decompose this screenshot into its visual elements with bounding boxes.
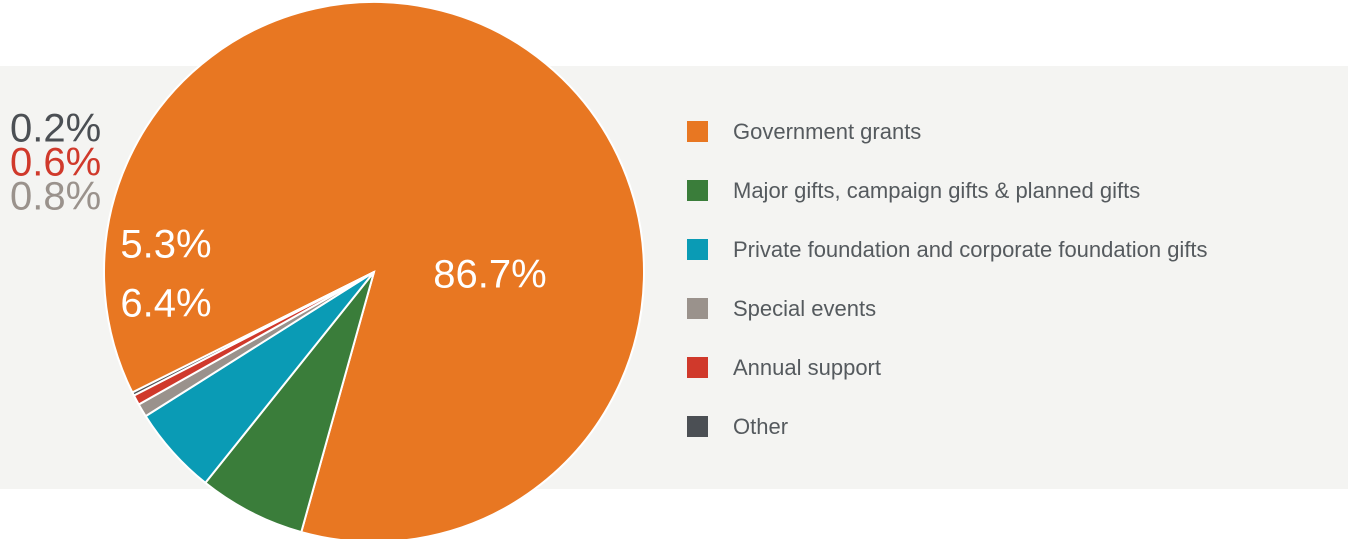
legend-swatch — [687, 121, 708, 142]
legend-item-private-foundation-and-corporate-foundation-gifts: Private foundation and corporate foundat… — [687, 236, 1208, 263]
legend-item-annual-support: Annual support — [687, 354, 1208, 381]
legend-swatch — [687, 180, 708, 201]
legend-item-government-grants: Government grants — [687, 118, 1208, 145]
legend-swatch — [687, 357, 708, 378]
legend-label: Major gifts, campaign gifts & planned gi… — [733, 177, 1141, 203]
chart-legend: Government grants Major gifts, campaign g… — [687, 118, 1208, 472]
data-label-private-foundation-and-corporate-foundation-gifts: 5.3% — [120, 223, 211, 267]
legend-item-major-gifts-campaign-gifts-and-planned-gifts: Major gifts, campaign gifts & planned gi… — [687, 177, 1208, 204]
data-label-annual-support: 0.6% — [10, 141, 101, 185]
legend-label: Private foundation and corporate foundat… — [733, 236, 1208, 262]
legend-swatch — [687, 416, 708, 437]
legend-label: Other — [733, 413, 789, 439]
legend-item-special-events: Special events — [687, 295, 1208, 322]
legend-swatch — [687, 298, 708, 319]
legend-label: Annual support — [733, 354, 881, 380]
pie-slice-other — [131, 271, 375, 397]
legend-label: Special events — [733, 295, 877, 321]
data-label-major-gifts-campaign-gifts-and-planned-gifts: 6.4% — [120, 282, 211, 326]
data-label-special-events: 0.8% — [10, 175, 101, 219]
legend-label: Government grants — [733, 118, 922, 144]
data-label-other: 0.2% — [10, 107, 101, 151]
data-label-government-grants: 86.7% — [433, 253, 546, 297]
pie-slice-government-grants — [103, 1, 645, 539]
legend-item-other: Other — [687, 413, 1208, 440]
legend-swatch — [687, 239, 708, 260]
